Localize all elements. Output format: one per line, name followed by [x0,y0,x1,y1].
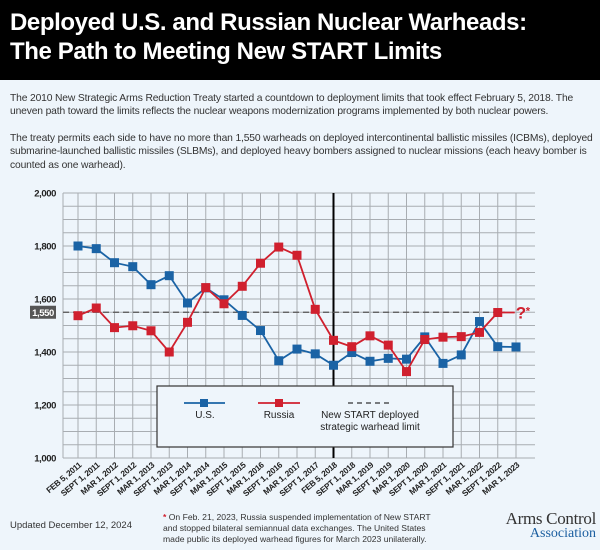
us-data-point [365,356,375,366]
russia-data-point [347,342,357,352]
russia-unknown-marker: ? [516,304,526,323]
legend-box [156,385,454,448]
y-tick-label: 1,800 [34,242,56,253]
header-banner: Deployed U.S. and Russian Nuclear Warhea… [0,0,600,80]
footnote-text: On Feb. 21, 2023, Russia suspended imple… [163,512,431,544]
us-data-point [292,344,302,354]
us-data-point [438,358,448,368]
arms-control-association-logo: Arms Control Association [478,509,597,541]
us-data-point [128,262,138,272]
y-tick-label: 1,000 [34,454,56,465]
title-line-2: The Path to Meeting New START Limits [10,38,442,65]
us-data-point [511,342,521,352]
limit-label-box [30,305,56,319]
us-data-point [256,326,265,336]
us-data-point [91,244,101,254]
russia-data-point [438,332,448,342]
y-tick-label: 2,000 [34,189,56,200]
us-data-point [383,353,393,363]
title-line-1: Deployed U.S. and Russian Nuclear Warhea… [10,9,527,36]
russia-data-point [91,303,101,313]
russia-data-point [146,326,156,336]
updated-date: Updated December 12, 2024 [10,520,132,531]
intro-paragraph-2: The treaty permits each side to have no … [10,132,593,171]
us-data-point [146,280,156,290]
us-data-point [402,354,411,364]
us-data-point [73,241,83,251]
logo-line-1: Arms Control [505,509,597,528]
y-tick-label: 1,600 [34,295,56,306]
y-tick-label: 1,400 [34,348,56,359]
legend-us-label: U.S. [195,410,214,421]
russia-data-point [201,283,211,293]
russia-data-point [329,335,338,345]
russia-data-point [420,335,430,345]
legend-russia-marker [275,399,283,407]
us-data-point [475,317,484,327]
intro-text: The 2010 New Strategic Arms Reduction Tr… [10,92,595,185]
logo-line-2: Association [529,526,596,541]
legend-limit-label-2: strategic warhead limit [320,422,420,433]
page-title: Deployed U.S. and Russian Nuclear Warhea… [10,8,527,66]
us-data-point [310,349,320,359]
legend-us-marker [200,399,208,407]
y-tick-label: 1,200 [34,401,56,412]
russia-data-point [73,311,83,321]
russia-data-point [164,347,174,357]
russia-data-point [110,323,119,333]
us-data-point [456,350,466,360]
us-data-point [164,271,174,281]
legend-limit-label-1: New START deployed [321,410,419,421]
us-data-point [237,310,247,320]
russia-data-point [383,340,393,350]
us-data-point [110,258,119,268]
russia-data-point [128,321,138,331]
russia-data-point [292,250,302,260]
limit-label: 1,550 [32,308,54,319]
russia-data-point [456,332,466,342]
us-data-point [183,298,192,308]
series-group: ? * [73,241,531,377]
russia-data-point [365,331,375,341]
us-data-point [347,348,357,358]
russia-data-point [475,327,484,337]
russia-data-point [256,258,265,268]
russia-data-point [402,367,411,377]
y-axis-ticks: 1,000 1,200 1,400 1,600 1,800 2,000 [34,189,56,465]
legend-russia-label: Russia [264,410,295,421]
us-data-point [329,360,338,370]
russia-data-point [237,281,247,291]
limit-line-group: 1,550 [30,305,505,319]
us-data-point [493,342,503,352]
russia-data-point [310,304,320,314]
us-data-point [274,356,284,366]
intro-paragraph-1: The 2010 New Strategic Arms Reduction Tr… [10,93,574,118]
russia-data-point [274,242,284,252]
russia-data-point [219,299,229,309]
russia-unknown-asterisk: * [526,306,531,318]
footnote-star: * [163,512,167,522]
footnote: * On Feb. 21, 2023, Russia suspended imp… [163,512,433,545]
russia-data-point [183,317,192,327]
